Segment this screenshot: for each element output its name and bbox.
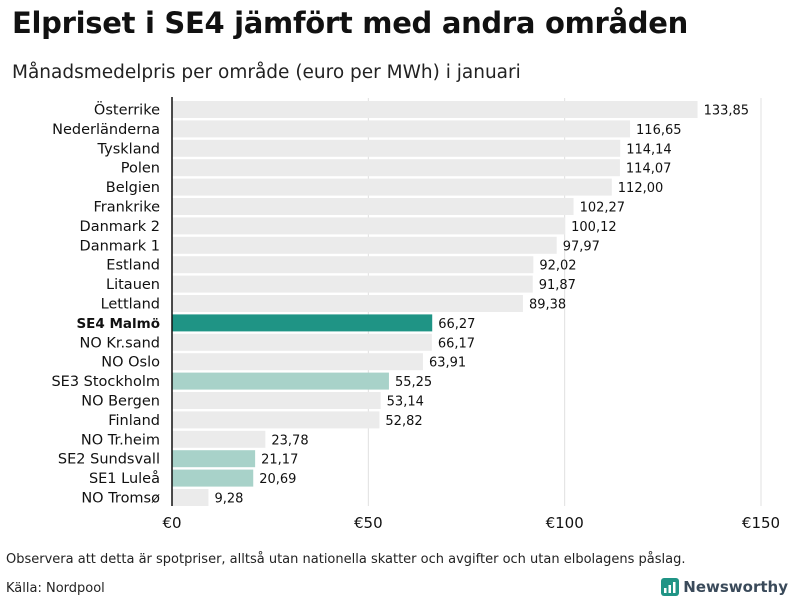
data-label: 114,07: [626, 162, 672, 177]
bar: [172, 333, 432, 351]
data-label: 112,00: [618, 181, 664, 196]
bar: [172, 489, 209, 506]
data-label: 66,17: [438, 336, 475, 351]
category-label: SE2 Sundsvall: [58, 452, 160, 468]
bar: [172, 275, 533, 293]
x-tick-label: €0: [162, 514, 181, 532]
category-label: NO Tr.heim: [81, 432, 160, 448]
x-tick-label: €100: [546, 514, 584, 532]
bar: [172, 295, 523, 312]
category-label: NO Tromsø: [81, 491, 160, 507]
newsworthy-logo-icon: [661, 578, 680, 596]
data-label: 21,17: [261, 453, 298, 468]
bar-chart: Österrike 133,85 Nederländerna 116,65 Tyskla…: [51, 97, 780, 532]
bar: [172, 353, 423, 371]
data-label: 89,38: [529, 298, 566, 313]
data-label: 53,14: [387, 395, 424, 410]
brand-name: Newsworthy: [683, 578, 788, 596]
bar: [172, 139, 621, 157]
data-label: 55,25: [395, 375, 432, 390]
bar: [172, 198, 574, 215]
source-note: Källa: Nordpool: [6, 581, 105, 596]
category-label: SE3 Stockholm: [51, 374, 160, 390]
bar: [172, 411, 380, 429]
category-label: Nederländerna: [52, 122, 160, 138]
bar: [172, 469, 254, 487]
data-label: 92,02: [539, 259, 576, 274]
data-label: 114,14: [626, 142, 672, 157]
x-tick-label: €150: [742, 514, 780, 532]
bar: [172, 372, 389, 390]
category-label: Litauen: [106, 277, 160, 293]
newsworthy-brand: Newsworthy: [661, 578, 788, 596]
bar: [172, 120, 631, 138]
data-label: 116,65: [636, 123, 682, 138]
bar: [172, 256, 534, 274]
category-label: SE4 Malmö: [76, 316, 160, 332]
data-label: 63,91: [429, 356, 466, 371]
bar: [172, 392, 381, 409]
category-label: NO Kr.sand: [80, 335, 160, 351]
category-label: Polen: [121, 161, 160, 177]
data-label: 102,27: [580, 201, 626, 216]
category-label: Frankrike: [93, 200, 160, 216]
category-label: SE1 Luleå: [89, 470, 160, 487]
category-label: Finland: [108, 413, 160, 429]
category-label: Danmark 2: [80, 219, 160, 235]
chart-title: Elpriset i SE4 jämfört med andra områden: [12, 6, 688, 40]
category-label: NO Bergen: [81, 394, 160, 410]
chart-subtitle: Månadsmedelpris per område (euro per MWh…: [12, 62, 521, 83]
category-label: Lettland: [101, 297, 160, 313]
data-label: 20,69: [259, 472, 296, 487]
bar: [172, 178, 612, 196]
category-label: NO Oslo: [101, 355, 160, 371]
data-label: 100,12: [571, 220, 617, 235]
data-label: 52,82: [385, 414, 422, 429]
category-label: Österrike: [94, 101, 160, 119]
category-label: Estland: [106, 258, 160, 274]
category-label: Belgien: [106, 180, 160, 196]
data-label: 91,87: [539, 278, 576, 293]
data-label: 23,78: [271, 433, 308, 448]
bar: [172, 314, 433, 332]
category-label: Danmark 1: [80, 238, 160, 254]
footnote: Observera att detta är spotpriser, allts…: [6, 552, 686, 567]
data-label: 97,97: [563, 239, 600, 254]
bar: [172, 217, 566, 235]
data-label: 66,27: [438, 317, 475, 332]
data-label: 133,85: [704, 104, 750, 119]
data-label: 9,28: [214, 492, 243, 507]
bar: [172, 236, 557, 254]
bar: [172, 101, 698, 118]
category-label: Tyskland: [97, 141, 160, 157]
x-tick-label: €50: [354, 514, 383, 532]
bar: [172, 430, 266, 448]
bar: [172, 159, 620, 177]
bar: [172, 450, 256, 468]
